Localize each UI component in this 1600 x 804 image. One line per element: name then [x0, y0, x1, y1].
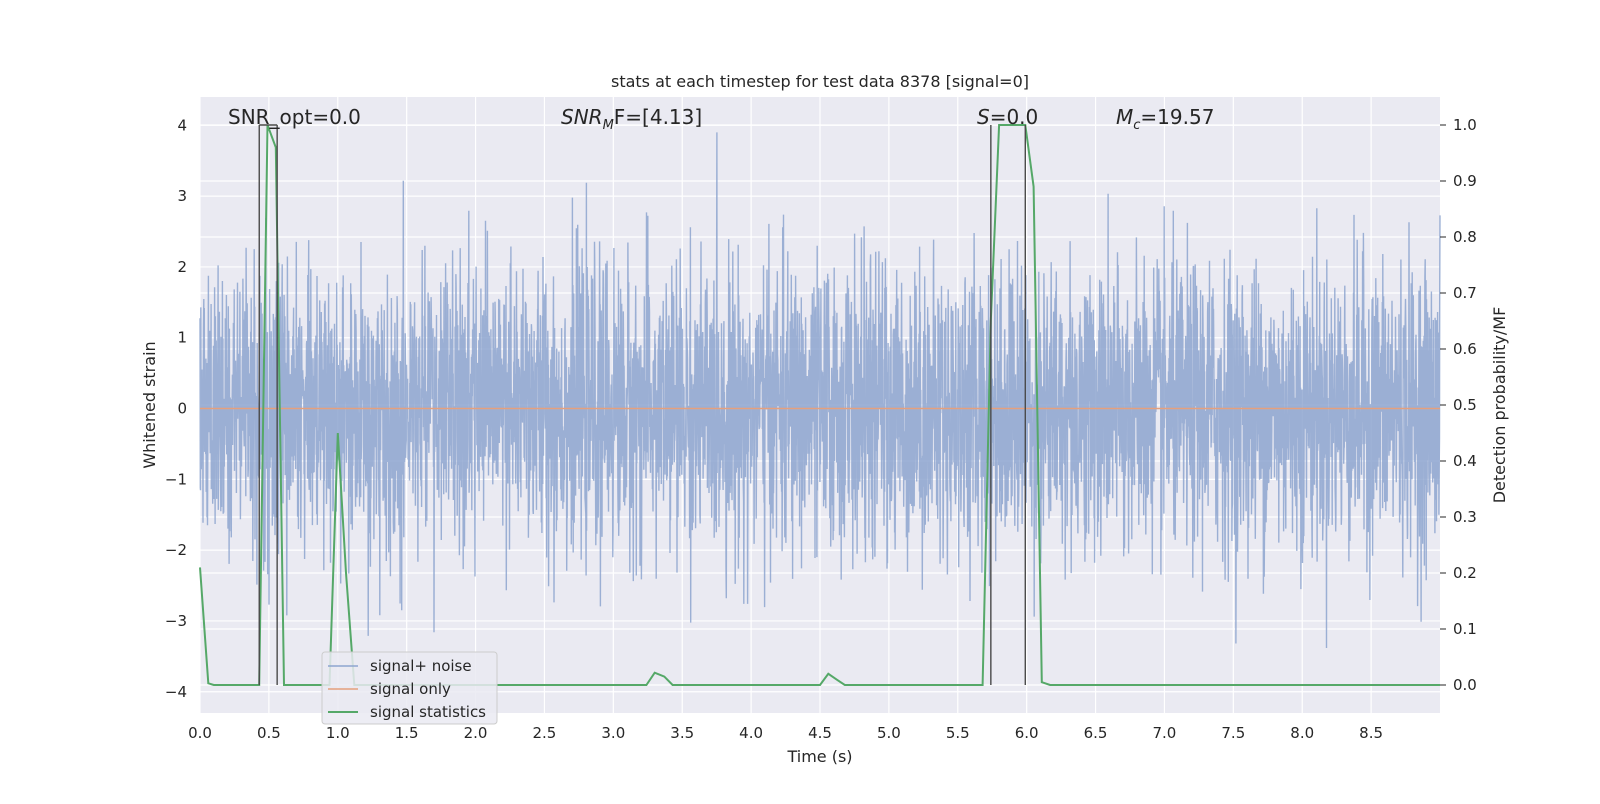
- x-tick-label: 5.5: [946, 724, 970, 742]
- y-tick-label-right: 0.2: [1453, 564, 1477, 582]
- x-tick-label: 2.0: [464, 724, 488, 742]
- series-signal-noise-line: [199, 132, 1441, 649]
- x-tick-label: 2.5: [533, 724, 557, 742]
- annotation-mc-rest: =19.57: [1140, 105, 1214, 129]
- annotation-s-rest: =0.0: [990, 105, 1039, 129]
- x-tick-label: 6.0: [1015, 724, 1039, 742]
- y-tick-label-right: 0.3: [1453, 508, 1477, 526]
- annotation-s-main: S: [977, 105, 990, 129]
- annotation-mc: Mc=19.57: [1116, 105, 1214, 133]
- x-tick-label: 8.0: [1290, 724, 1314, 742]
- x-tick-label: 8.5: [1359, 724, 1383, 742]
- x-tick-label: 4.5: [808, 724, 832, 742]
- y-tick-label-right: 1.0: [1453, 116, 1477, 134]
- chart-title: stats at each timestep for test data 837…: [611, 72, 1029, 91]
- legend: signal+ noise signal only signal statist…: [321, 651, 498, 725]
- noise-layer: [199, 132, 1441, 649]
- x-tick-label: 1.0: [326, 724, 350, 742]
- y-tick-label-right: 0.4: [1453, 452, 1477, 470]
- y-tick-label-left: −3: [165, 612, 187, 630]
- y-tick-label-left: 2: [177, 258, 187, 276]
- annotation-s: S=0.0: [977, 105, 1038, 129]
- legend-label-signal-only: signal only: [370, 680, 451, 698]
- legend-label-signal-noise: signal+ noise: [370, 657, 472, 675]
- x-tick-label: 0.0: [188, 724, 212, 742]
- y-axis-title-left: Whitened strain: [140, 341, 159, 468]
- y-axis-title-right: Detection probability/MF: [1490, 307, 1509, 504]
- y-tick-label-left: 4: [177, 116, 187, 134]
- y-tick-label-right: 0.0: [1453, 676, 1477, 694]
- y-tick-label-left: −1: [165, 470, 187, 488]
- annotation-snr-mf-sub: M: [603, 118, 614, 133]
- x-tick-label: 6.5: [1084, 724, 1108, 742]
- annotation-snr-mf-rest: F=[4.13]: [614, 105, 702, 129]
- y-tick-label-right: 0.8: [1453, 228, 1477, 246]
- y-tick-label-left: 0: [177, 400, 187, 418]
- y-tick-label-right: 0.9: [1453, 172, 1477, 190]
- annotation-snr-mf-main: SNR: [561, 105, 603, 129]
- x-tick-label: 1.5: [395, 724, 419, 742]
- x-tick-label: 7.0: [1153, 724, 1177, 742]
- y-tick-label-left: 1: [177, 329, 187, 347]
- x-tick-label: 4.0: [739, 724, 763, 742]
- x-tick-label: 0.5: [257, 724, 281, 742]
- x-axis-title: Time (s): [786, 747, 852, 766]
- line-layer: [199, 124, 1440, 686]
- y-tick-label-right: 0.5: [1453, 396, 1477, 414]
- x-tick-label: 3.5: [670, 724, 694, 742]
- annotation-snr-opt: SNR_opt=0.0: [228, 105, 361, 129]
- legend-label-signal-statistics: signal statistics: [370, 703, 486, 721]
- tick-layer: 0.0 0.5 1.0 1.5 2.0 2.5 3.0 3.5 4.0 4.5 5.0 5.5 6.0 6…: [165, 116, 1477, 742]
- marker-layer: [258, 124, 1026, 685]
- annotation-mc-sub: c: [1133, 118, 1140, 133]
- y-tick-label-right: 0.7: [1453, 284, 1477, 302]
- x-tick-label: 7.5: [1221, 724, 1245, 742]
- y-tick-label-left: 3: [177, 187, 187, 205]
- y-tick-label-left: −4: [165, 683, 187, 701]
- legend-box: [321, 651, 498, 725]
- annotation-snr-mf: SNRMF=[4.13]: [561, 105, 702, 133]
- y-tick-label-right: 0.1: [1453, 620, 1477, 638]
- y-tick-label-left: −2: [165, 541, 187, 559]
- series-signal-statistics-line: [199, 124, 1440, 686]
- annotation-mc-main: M: [1116, 105, 1133, 129]
- y-tick-label-right: 0.6: [1453, 340, 1477, 358]
- x-tick-label: 5.0: [877, 724, 901, 742]
- x-tick-label: 3.0: [601, 724, 625, 742]
